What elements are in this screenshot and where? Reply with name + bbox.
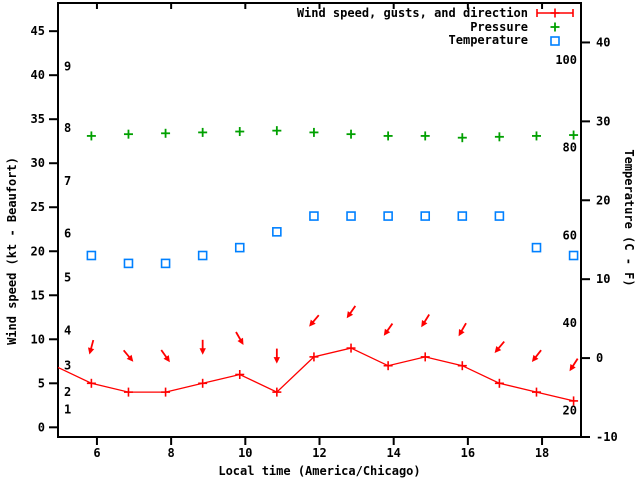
- kt-tick-label: 20: [31, 244, 45, 258]
- x-tick-label: 8: [168, 446, 175, 460]
- kt-tick-label: 30: [31, 156, 45, 170]
- temperature-point-marker: [86, 250, 97, 261]
- wind-arrow-head: [199, 348, 206, 355]
- wind-arrow-head: [126, 354, 134, 362]
- wind-arrow-head: [88, 347, 95, 355]
- fahrenheit-label: 100: [555, 53, 577, 67]
- kt-tick-label: 45: [31, 24, 45, 38]
- c-tick-label: 30: [596, 114, 610, 128]
- wind-arrow-head: [569, 364, 576, 372]
- kt-tick-label: 5: [38, 376, 45, 390]
- beaufort-label: 3: [64, 359, 71, 373]
- wind-arrow-head: [163, 355, 170, 363]
- wind-arrow-head: [421, 320, 428, 328]
- temperature-point-marker: [272, 227, 282, 237]
- fahrenheit-label: 80: [563, 141, 577, 155]
- x-tick-label: 6: [93, 446, 100, 460]
- legend-key-temperature: [550, 36, 560, 46]
- left-axis-title: Wind speed (kt - Beaufort): [5, 157, 19, 345]
- temperature-point-marker: [568, 250, 579, 261]
- beaufort-label: 8: [64, 121, 71, 135]
- right-axis-title: Temperature (C - F): [622, 149, 636, 287]
- x-tick-label: 10: [238, 446, 252, 460]
- temperature-point-marker: [234, 242, 245, 253]
- kt-tick-label: 10: [31, 332, 45, 346]
- fahrenheit-label: 40: [563, 316, 577, 330]
- wind-arrow-head: [494, 346, 502, 353]
- wind-arrow-head: [346, 311, 354, 319]
- kt-tick-label: 0: [38, 420, 45, 434]
- plot-border: [57, 2, 582, 438]
- c-tick-label: 10: [596, 272, 610, 286]
- beaufort-label: 1: [64, 403, 71, 417]
- c-tick-label: 20: [596, 193, 610, 207]
- x-tick-label: 18: [535, 446, 549, 460]
- legend-item-wind: Wind speed, gusts, and direction: [296, 6, 528, 20]
- beaufort-label: 2: [64, 385, 71, 399]
- kt-tick-label: 25: [31, 200, 45, 214]
- kt-tick-label: 15: [31, 288, 45, 302]
- x-axis-title: Local time (America/Chicago): [218, 464, 421, 478]
- kt-tick-label: 40: [31, 68, 45, 82]
- beaufort-label: 6: [64, 227, 71, 241]
- fahrenheit-label: 60: [563, 228, 577, 242]
- wind-arrow-head: [458, 329, 465, 337]
- kt-tick-label: 35: [31, 112, 45, 126]
- temperature-point-marker: [123, 258, 134, 269]
- temperature-point-marker: [494, 211, 505, 221]
- wind-arrow-head: [531, 354, 539, 362]
- wind-arrow-head: [237, 337, 244, 345]
- legend-item-temperature: Temperature: [448, 33, 528, 47]
- temperature-point-marker: [420, 211, 431, 221]
- temperature-point-marker: [457, 211, 468, 221]
- legend-item-pressure: Pressure: [470, 20, 528, 34]
- temperature-point-marker: [160, 258, 171, 269]
- temperature-point-marker: [197, 250, 208, 261]
- c-tick-label: 0: [596, 351, 603, 365]
- beaufort-label: 7: [64, 174, 71, 188]
- wind-arrow-head: [309, 319, 316, 327]
- temperature-point-marker: [531, 242, 542, 253]
- fahrenheit-label: 20: [563, 404, 577, 418]
- c-tick-label: -10: [596, 430, 618, 444]
- x-tick-label: 14: [386, 446, 400, 460]
- x-tick-label: 16: [461, 446, 475, 460]
- temperature-point-marker: [309, 211, 319, 221]
- temperature-point-marker: [346, 211, 356, 221]
- wind-arrow-head: [273, 357, 280, 364]
- beaufort-label: 4: [64, 323, 71, 337]
- beaufort-label: 5: [64, 271, 71, 285]
- temperature-point-marker: [383, 211, 393, 221]
- c-tick-label: 40: [596, 35, 610, 49]
- beaufort-label: 9: [64, 59, 71, 73]
- wind-arrow-head: [383, 328, 391, 336]
- x-tick-label: 12: [312, 446, 326, 460]
